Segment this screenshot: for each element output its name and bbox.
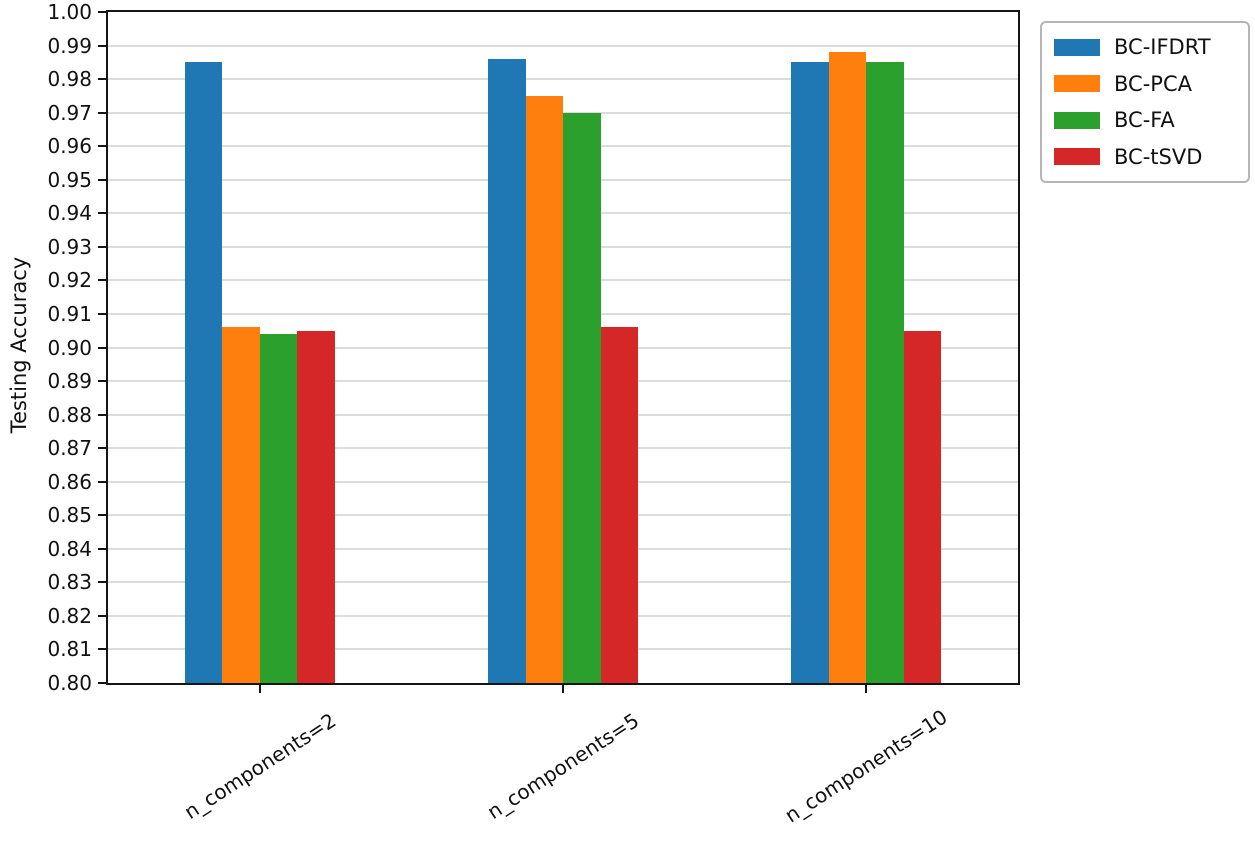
y-tick-label: 0.92	[47, 268, 92, 293]
y-tick-label: 0.98	[47, 67, 92, 92]
legend-label: BC-IFDRT	[1114, 35, 1211, 59]
legend-item: BC-PCA	[1054, 72, 1236, 96]
y-tick-label: 0.85	[47, 503, 92, 528]
y-tick-label: 0.81	[47, 637, 92, 662]
y-tick-mark	[98, 380, 106, 383]
bar-bc-tsvd-group-1	[297, 330, 335, 683]
y-tick-mark	[98, 111, 106, 114]
bar-bc-ifdrt-group-3	[791, 62, 829, 683]
legend-swatch-icon	[1054, 148, 1100, 166]
bar-bc-pca-group-3	[828, 52, 867, 683]
gridline	[108, 78, 1018, 81]
gridline	[108, 44, 1018, 47]
legend-swatch-icon	[1054, 111, 1100, 129]
x-tick-label: n_components=2	[179, 708, 340, 824]
y-tick-label: 1.00	[47, 0, 92, 24]
y-tick-label: 0.97	[47, 100, 92, 125]
y-tick-label: 0.82	[47, 603, 92, 628]
bar-bc-pca-group-1	[222, 327, 260, 683]
y-tick-mark	[98, 547, 106, 550]
bar-bc-ifdrt-group-1	[184, 62, 223, 683]
y-tick-label: 0.84	[47, 536, 92, 561]
bar-bc-ifdrt-group-2	[488, 58, 526, 683]
legend-swatch-icon	[1054, 38, 1100, 56]
bar-bc-fa-group-1	[259, 334, 298, 683]
y-tick-label: 0.83	[47, 570, 92, 595]
x-tick-mark	[258, 684, 261, 693]
y-tick-label: 0.88	[47, 402, 92, 427]
x-tick-mark	[865, 684, 868, 693]
bar-bc-fa-group-3	[866, 62, 904, 683]
y-tick-mark	[98, 648, 106, 651]
legend-swatch-icon	[1054, 75, 1100, 93]
y-tick-mark	[98, 581, 106, 584]
legend-label: BC-tSVD	[1114, 144, 1203, 169]
legend-item: BC-FA	[1054, 108, 1236, 132]
y-tick-mark	[98, 11, 106, 13]
x-tick-label: n_components=5	[482, 708, 644, 824]
y-tick-mark	[98, 279, 106, 282]
legend: BC-IFDRT BC-PCA BC-FA BC-tSVD	[1040, 21, 1250, 183]
y-tick-label: 0.99	[47, 33, 92, 58]
y-tick-mark	[98, 212, 106, 215]
y-tick-label: 0.96	[47, 134, 92, 159]
y-tick-mark	[98, 78, 106, 81]
y-tick-label: 0.90	[47, 335, 92, 360]
legend-item: BC-IFDRT	[1054, 35, 1236, 59]
y-tick-mark	[98, 480, 106, 483]
y-tick-label: 0.87	[47, 436, 92, 461]
y-tick-label: 0.91	[47, 301, 92, 326]
bar-bc-tsvd-group-3	[903, 330, 942, 683]
bar-bc-pca-group-2	[525, 95, 563, 683]
y-tick-mark	[98, 245, 106, 248]
y-tick-mark	[98, 44, 106, 47]
y-tick-mark	[98, 346, 106, 349]
y-tick-mark	[98, 614, 106, 617]
y-axis-label: Testing Accuracy	[7, 256, 31, 434]
y-tick-mark	[98, 312, 106, 315]
y-tick-mark	[98, 178, 106, 181]
y-tick-mark	[98, 447, 106, 450]
y-tick-label: 0.89	[47, 369, 92, 394]
y-tick-mark	[98, 413, 106, 416]
gridline	[108, 111, 1018, 114]
y-tick-label: 0.86	[47, 469, 92, 494]
y-tick-label: 0.93	[47, 234, 92, 259]
y-tick-label: 0.80	[47, 671, 92, 695]
y-tick-mark	[98, 514, 106, 517]
legend-label: BC-PCA	[1114, 71, 1192, 96]
x-tick-mark	[562, 684, 564, 693]
plot-area	[106, 10, 1020, 685]
y-tick-mark	[98, 145, 106, 148]
bar-bc-tsvd-group-2	[600, 327, 638, 683]
x-tick-label: n_components=10	[780, 704, 952, 828]
y-tick-mark	[98, 682, 106, 684]
y-tick-label: 0.94	[47, 201, 92, 226]
y-tick-label: 0.95	[47, 167, 92, 192]
legend-label: BC-FA	[1114, 108, 1175, 133]
bar-bc-fa-group-2	[563, 112, 601, 683]
legend-item: BC-tSVD	[1054, 145, 1236, 169]
